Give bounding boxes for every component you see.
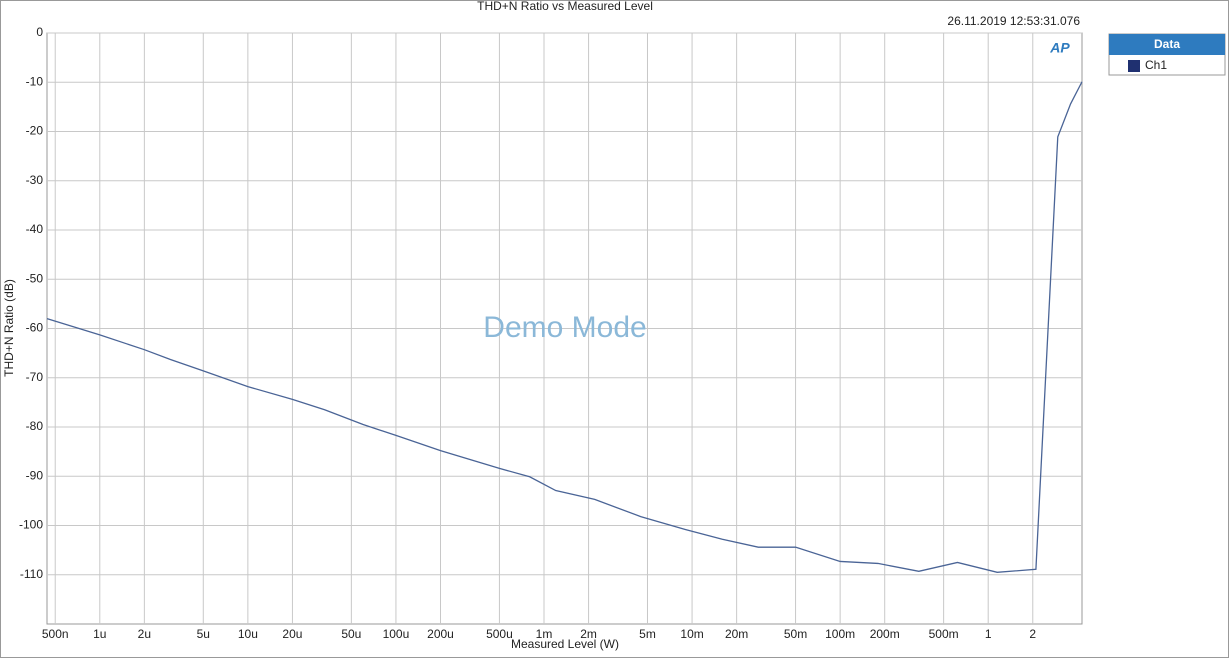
- y-tick-label: -10: [26, 74, 44, 88]
- x-tick-label: 20u: [282, 627, 302, 641]
- y-tick-label: -90: [26, 468, 44, 482]
- y-tick-label: -60: [26, 321, 44, 335]
- watermark: Demo Mode: [483, 311, 646, 344]
- y-tick-label: -50: [26, 271, 44, 285]
- data-line: [46, 81, 1083, 573]
- y-tick-label: -20: [26, 124, 44, 138]
- y-tick-label: -40: [26, 222, 44, 236]
- y-tick-label: -80: [26, 419, 44, 433]
- x-tick-label: 1u: [93, 627, 106, 641]
- chart-title: THD+N Ratio vs Measured Level: [477, 0, 653, 13]
- x-tick-label: 100m: [825, 627, 855, 641]
- x-tick-label: 500u: [486, 627, 513, 641]
- legend-label: Ch1: [1145, 58, 1167, 72]
- x-tick-label: 2: [1029, 627, 1036, 641]
- x-tick-label: 2m: [580, 627, 597, 641]
- x-tick-label: 500n: [42, 627, 69, 641]
- x-tick-label: 50u: [341, 627, 361, 641]
- x-axis-label: Measured Level (W): [511, 637, 619, 651]
- y-tick-label: 0: [36, 25, 43, 39]
- y-tick-label: -70: [26, 370, 44, 384]
- legend-header: [1109, 34, 1225, 55]
- timestamp: 26.11.2019 12:53:31.076: [947, 14, 1080, 28]
- x-tick-label: 200u: [427, 627, 454, 641]
- logo: AP: [1049, 40, 1070, 56]
- x-tick-label: 5m: [639, 627, 656, 641]
- x-tick-label: 1m: [536, 627, 553, 641]
- x-tick-label: 500m: [929, 627, 959, 641]
- x-tick-label: 5u: [197, 627, 210, 641]
- y-tick-label: -100: [19, 518, 43, 532]
- y-tick-label: -110: [20, 567, 43, 581]
- x-tick-label: 10m: [680, 627, 703, 641]
- x-tick-label: 50m: [784, 627, 807, 641]
- x-tick-label: 1: [985, 627, 992, 641]
- legend-swatch: [1128, 60, 1140, 72]
- x-tick-label: 200m: [870, 627, 900, 641]
- x-tick-label: 100u: [383, 627, 410, 641]
- x-tick-label: 20m: [725, 627, 748, 641]
- legend-title: Data: [1154, 37, 1180, 51]
- y-tick-label: -30: [26, 173, 44, 187]
- x-tick-label: 2u: [138, 627, 151, 641]
- x-tick-label: 10u: [238, 627, 258, 641]
- y-axis-label: THD+N Ratio (dB): [2, 279, 16, 377]
